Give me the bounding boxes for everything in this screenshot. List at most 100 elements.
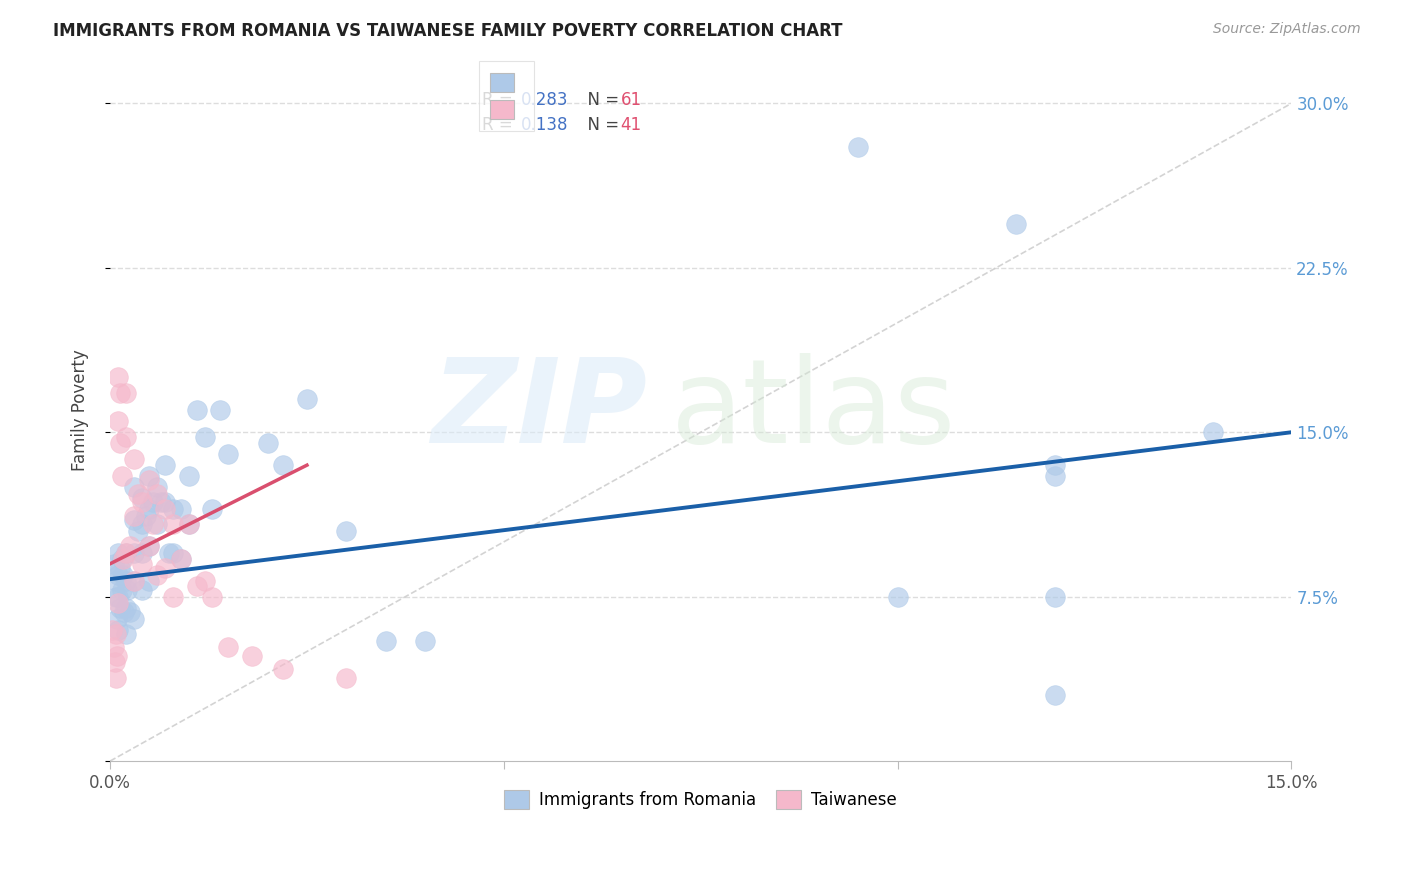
Point — [273, 458, 295, 472]
Point — [107, 414, 129, 428]
Point — [105, 627, 128, 641]
Point — [111, 567, 134, 582]
Point — [186, 579, 208, 593]
Point — [142, 517, 165, 532]
Point — [138, 539, 160, 553]
Point — [209, 403, 232, 417]
Point — [118, 605, 141, 619]
Point — [138, 474, 160, 488]
Point — [108, 385, 131, 400]
Point — [107, 370, 129, 384]
Point — [114, 430, 136, 444]
Point — [177, 517, 200, 532]
Text: 0.138: 0.138 — [522, 116, 568, 134]
Text: atlas: atlas — [671, 353, 956, 467]
Point — [112, 605, 135, 619]
Point — [114, 574, 136, 589]
Point — [138, 574, 160, 589]
Point — [146, 486, 169, 500]
Point — [153, 495, 176, 509]
Point — [201, 590, 224, 604]
Point — [138, 469, 160, 483]
Point — [122, 574, 145, 589]
Point — [107, 567, 129, 582]
Point — [131, 491, 153, 505]
Point — [114, 546, 136, 560]
Point — [146, 480, 169, 494]
Text: N =: N = — [576, 91, 624, 109]
Point — [127, 486, 149, 500]
Point — [131, 546, 153, 560]
Y-axis label: Family Poverty: Family Poverty — [72, 350, 89, 471]
Point — [104, 656, 127, 670]
Point — [122, 574, 145, 589]
Point — [122, 513, 145, 527]
Point — [162, 517, 184, 532]
Text: N =: N = — [576, 116, 624, 134]
Point — [122, 508, 145, 523]
Point — [1043, 590, 1066, 604]
Point — [104, 590, 127, 604]
Point — [110, 600, 132, 615]
Point — [110, 436, 132, 450]
Point — [1201, 425, 1223, 440]
Point — [117, 583, 139, 598]
Point — [846, 140, 869, 154]
Point — [101, 623, 124, 637]
Point — [107, 623, 129, 637]
Point — [131, 495, 153, 509]
Point — [240, 648, 263, 663]
Point — [103, 640, 125, 654]
Point — [335, 524, 357, 538]
Text: 61: 61 — [620, 91, 641, 109]
Point — [413, 633, 436, 648]
Point — [256, 436, 278, 450]
Point — [111, 552, 134, 566]
Point — [118, 539, 141, 553]
Point — [131, 517, 153, 532]
Text: R =: R = — [482, 91, 519, 109]
Point — [170, 502, 193, 516]
Point — [170, 552, 193, 566]
Point — [134, 508, 156, 523]
Point — [162, 502, 184, 516]
Point — [107, 590, 129, 604]
Point — [142, 495, 165, 509]
Point — [201, 502, 224, 516]
Point — [122, 611, 145, 625]
Point — [131, 557, 153, 571]
Point — [111, 469, 134, 483]
Text: 0.283: 0.283 — [522, 91, 568, 109]
Point — [194, 574, 217, 589]
Point — [114, 600, 136, 615]
Point — [146, 567, 169, 582]
Point — [374, 633, 396, 648]
Legend: Immigrants from Romania, Taiwanese: Immigrants from Romania, Taiwanese — [498, 783, 904, 816]
Point — [295, 392, 318, 407]
Point — [217, 640, 239, 654]
Text: 41: 41 — [620, 116, 641, 134]
Point — [107, 546, 129, 560]
Point — [1004, 217, 1026, 231]
Text: IMMIGRANTS FROM ROMANIA VS TAIWANESE FAMILY POVERTY CORRELATION CHART: IMMIGRANTS FROM ROMANIA VS TAIWANESE FAM… — [53, 22, 844, 40]
Point — [138, 539, 160, 553]
Point — [122, 546, 145, 560]
Point — [153, 458, 176, 472]
Point — [1043, 469, 1066, 483]
Point — [104, 671, 127, 685]
Point — [138, 502, 160, 516]
Text: Source: ZipAtlas.com: Source: ZipAtlas.com — [1213, 22, 1361, 37]
Point — [105, 648, 128, 663]
Point — [1043, 689, 1066, 703]
Point — [108, 561, 131, 575]
Text: ZIP: ZIP — [432, 353, 648, 467]
Point — [186, 403, 208, 417]
Point — [111, 583, 134, 598]
Point — [103, 557, 125, 571]
Point — [107, 596, 129, 610]
Point — [105, 574, 128, 589]
Point — [111, 552, 134, 566]
Point — [157, 546, 180, 560]
Text: R =: R = — [482, 116, 519, 134]
Point — [122, 451, 145, 466]
